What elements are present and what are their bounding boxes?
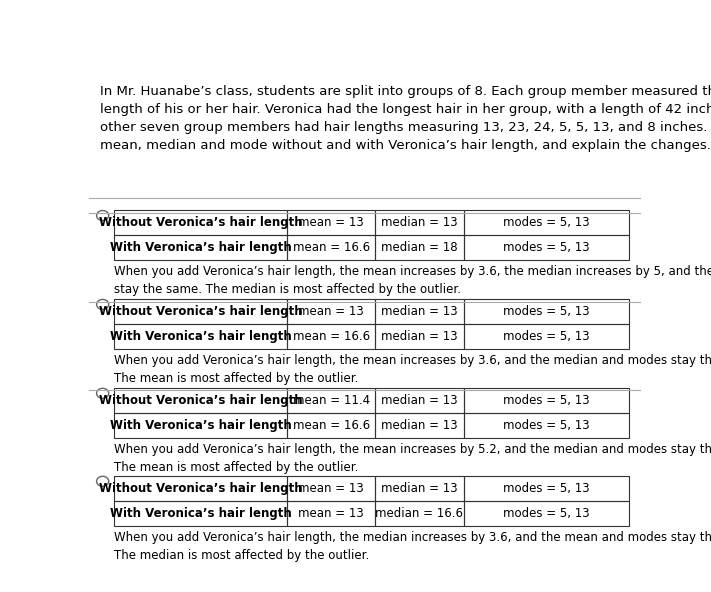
Text: median = 18: median = 18: [381, 241, 458, 254]
Bar: [287, 413, 375, 438]
Bar: [464, 235, 629, 260]
Bar: [375, 476, 464, 501]
Bar: [114, 388, 287, 413]
Text: modes = 5, 13: modes = 5, 13: [503, 482, 589, 495]
Bar: [287, 476, 375, 501]
Text: mean = 13: mean = 13: [299, 482, 364, 495]
Text: modes = 5, 13: modes = 5, 13: [503, 216, 589, 229]
Text: median = 13: median = 13: [381, 216, 458, 229]
Text: With Veronica’s hair length: With Veronica’s hair length: [109, 241, 292, 254]
Bar: [375, 235, 464, 260]
Text: mean = 13: mean = 13: [299, 507, 364, 520]
Text: With Veronica’s hair length: With Veronica’s hair length: [109, 330, 292, 343]
Text: Without Veronica’s hair length: Without Veronica’s hair length: [99, 305, 302, 318]
Text: modes = 5, 13: modes = 5, 13: [503, 394, 589, 407]
Bar: [464, 501, 629, 526]
Text: median = 13: median = 13: [381, 394, 458, 407]
Text: Without Veronica’s hair length: Without Veronica’s hair length: [99, 394, 302, 407]
Text: modes = 5, 13: modes = 5, 13: [503, 330, 589, 343]
Bar: [375, 388, 464, 413]
Text: mean = 13: mean = 13: [299, 216, 364, 229]
Text: modes = 5, 13: modes = 5, 13: [503, 507, 589, 520]
Text: mean = 16.6: mean = 16.6: [293, 330, 370, 343]
Text: With Veronica’s hair length: With Veronica’s hair length: [109, 419, 292, 432]
Text: When you add Veronica’s hair length, the median increases by 3.6, and the mean a: When you add Veronica’s hair length, the…: [114, 530, 711, 562]
Bar: [114, 476, 287, 501]
Bar: [375, 299, 464, 324]
Text: With Veronica’s hair length: With Veronica’s hair length: [109, 507, 292, 520]
Bar: [375, 501, 464, 526]
Text: mean = 11.4: mean = 11.4: [293, 394, 370, 407]
Text: When you add Veronica’s hair length, the mean increases by 5.2, and the median a: When you add Veronica’s hair length, the…: [114, 443, 711, 474]
Text: modes = 5, 13: modes = 5, 13: [503, 241, 589, 254]
Bar: [464, 299, 629, 324]
Text: modes = 5, 13: modes = 5, 13: [503, 419, 589, 432]
Text: median = 16.6: median = 16.6: [375, 507, 464, 520]
Bar: [375, 210, 464, 235]
Bar: [287, 235, 375, 260]
Text: In Mr. Huanabe’s class, students are split into groups of 8. Each group member m: In Mr. Huanabe’s class, students are spl…: [100, 85, 711, 152]
Text: mean = 16.6: mean = 16.6: [293, 241, 370, 254]
Text: When you add Veronica’s hair length, the mean increases by 3.6, and the median a: When you add Veronica’s hair length, the…: [114, 353, 711, 385]
Bar: [114, 501, 287, 526]
Bar: [464, 413, 629, 438]
Bar: [287, 299, 375, 324]
Bar: [287, 324, 375, 349]
Bar: [114, 324, 287, 349]
Bar: [287, 501, 375, 526]
Text: median = 13: median = 13: [381, 419, 458, 432]
Bar: [114, 235, 287, 260]
Bar: [375, 324, 464, 349]
Text: Without Veronica’s hair length: Without Veronica’s hair length: [99, 482, 302, 495]
Bar: [287, 210, 375, 235]
Text: mean = 13: mean = 13: [299, 305, 364, 318]
Bar: [114, 413, 287, 438]
Text: When you add Veronica’s hair length, the mean increases by 3.6, the median incre: When you add Veronica’s hair length, the…: [114, 265, 711, 296]
Text: median = 13: median = 13: [381, 305, 458, 318]
Text: mean = 16.6: mean = 16.6: [293, 419, 370, 432]
Bar: [464, 388, 629, 413]
Text: median = 13: median = 13: [381, 482, 458, 495]
Bar: [464, 324, 629, 349]
Bar: [114, 210, 287, 235]
Bar: [114, 299, 287, 324]
Bar: [464, 210, 629, 235]
Text: modes = 5, 13: modes = 5, 13: [503, 305, 589, 318]
Text: median = 13: median = 13: [381, 330, 458, 343]
Text: Without Veronica’s hair length: Without Veronica’s hair length: [99, 216, 302, 229]
Bar: [375, 413, 464, 438]
Bar: [464, 476, 629, 501]
Bar: [287, 388, 375, 413]
